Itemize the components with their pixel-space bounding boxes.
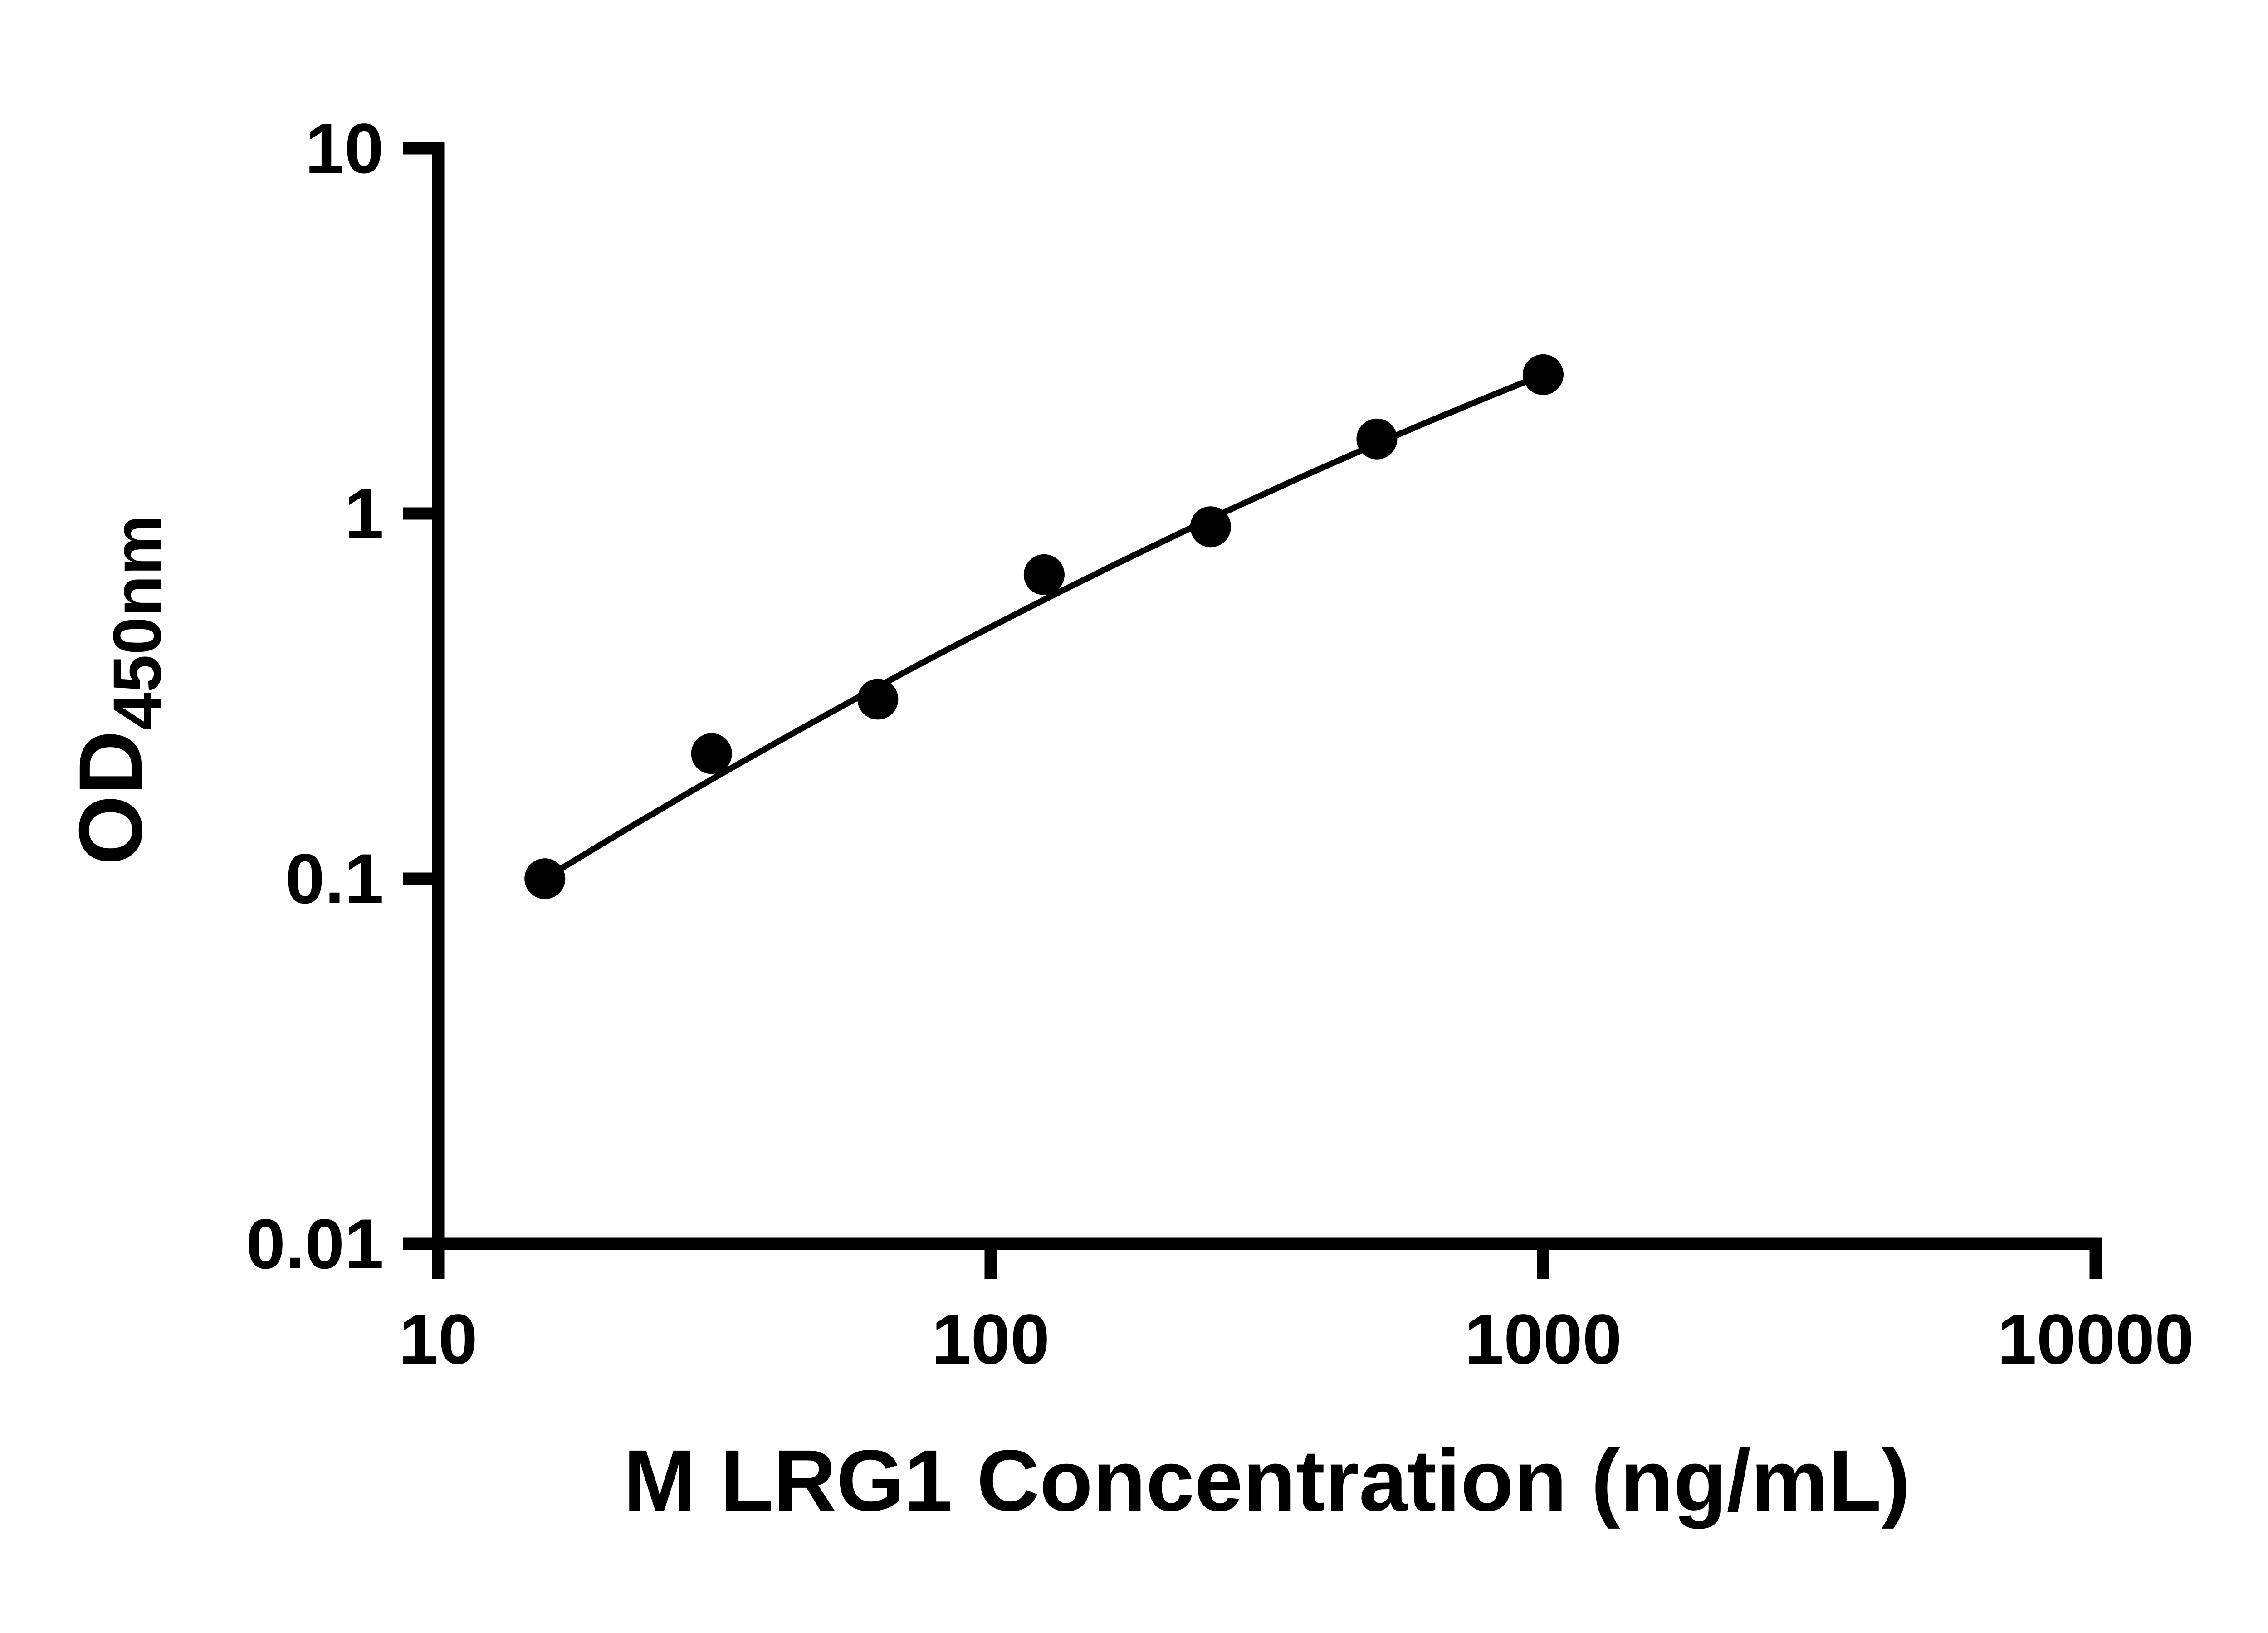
axis-spine (432, 142, 2102, 1250)
y-tick-label: 10 (305, 109, 384, 188)
data-point (1356, 418, 1398, 460)
x-tick-label: 10 (399, 1300, 478, 1379)
x-tick-label: 10000 (1997, 1300, 2194, 1379)
data-point (524, 858, 566, 900)
data-point (1523, 354, 1564, 395)
y-axis-title-main: OD (60, 730, 161, 865)
plot-layer: 10 100 1000 10000 0.01 0.1 1 10 (246, 109, 2194, 1379)
y-tick-label: 0.1 (285, 840, 384, 919)
x-tick-label: 1000 (1464, 1300, 1622, 1379)
y-tick-label: 0.01 (246, 1205, 384, 1284)
y-tick-label: 1 (344, 474, 384, 553)
data-point (691, 733, 732, 774)
y-axis-title: OD450nm (60, 515, 175, 865)
x-tick-label: 100 (932, 1300, 1050, 1379)
data-point (1023, 554, 1065, 595)
data-point (1190, 506, 1231, 548)
x-axis-title: M LRG1 Concentration (ng/mL) (623, 1432, 1910, 1529)
y-axis-title-sub: 450nm (99, 515, 175, 730)
data-point (857, 679, 899, 720)
